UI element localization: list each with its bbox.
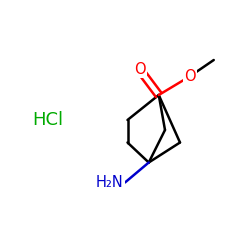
Text: O: O (134, 62, 146, 78)
Text: O: O (184, 69, 196, 84)
Text: HCl: HCl (32, 111, 63, 129)
Text: H₂N: H₂N (96, 175, 124, 190)
